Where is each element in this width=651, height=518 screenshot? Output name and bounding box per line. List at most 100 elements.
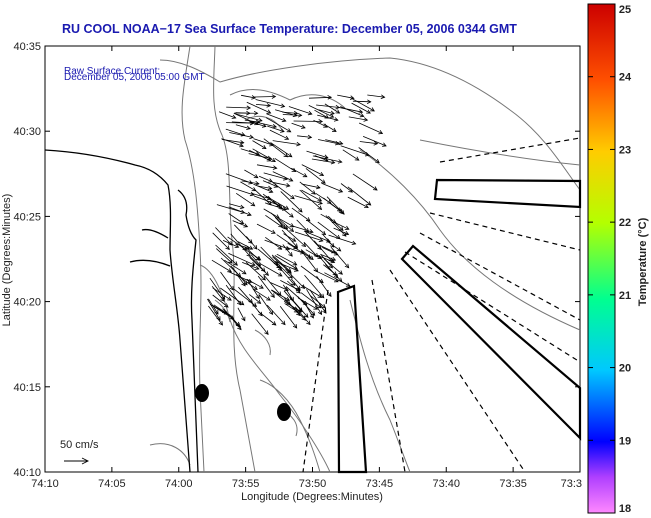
- current-vector-head: [309, 255, 314, 261]
- y-tick-label: 40:35: [13, 41, 41, 53]
- current-vector-head: [326, 199, 332, 204]
- current-vector-head: [243, 280, 248, 286]
- current-vector: [246, 279, 260, 299]
- current-vector-head: [233, 261, 238, 266]
- current-vector: [283, 290, 303, 312]
- current-vector: [245, 262, 266, 281]
- current-vector-head: [280, 128, 285, 133]
- current-vector-head: [337, 159, 343, 164]
- current-vector: [235, 124, 251, 130]
- current-vector: [244, 119, 260, 123]
- current-vector-head: [250, 202, 256, 207]
- current-vector: [224, 259, 247, 275]
- current-vector-head: [324, 114, 330, 119]
- current-vector: [207, 298, 221, 321]
- current-vector-head: [286, 128, 292, 133]
- current-vector-head: [303, 313, 309, 318]
- current-vector-head: [345, 282, 351, 287]
- current-vector-head: [256, 299, 262, 304]
- current-vector-head: [271, 229, 276, 234]
- current-vector-head: [298, 307, 303, 313]
- marker-blob-1: [195, 384, 209, 402]
- current-vector: [280, 191, 303, 213]
- surface-current-vectors: [207, 94, 387, 336]
- current-vector: [351, 102, 371, 114]
- current-vector: [274, 255, 298, 270]
- current-vector-head: [326, 238, 331, 243]
- current-vector: [291, 122, 306, 129]
- current-vector: [252, 148, 276, 162]
- current-vector: [285, 268, 305, 289]
- current-vector-head: [289, 213, 294, 218]
- current-vector: [303, 241, 318, 258]
- current-vector-head: [241, 316, 246, 322]
- current-vector-head: [266, 103, 272, 108]
- current-vector-head: [252, 302, 258, 307]
- x-tick-label: 73:45: [366, 478, 394, 490]
- current-vector-head: [366, 99, 372, 104]
- current-vector: [220, 287, 244, 306]
- current-vector: [249, 257, 269, 276]
- colorbar-ticks: 18 19 20 21 22 23 24 25: [588, 3, 632, 515]
- current-vector: [362, 136, 387, 147]
- current-vector: [280, 280, 301, 291]
- current-vector-head: [249, 134, 254, 140]
- current-vector: [240, 148, 260, 155]
- current-vector-head: [284, 287, 289, 292]
- current-vector: [340, 183, 353, 193]
- current-vector-head: [319, 171, 325, 176]
- current-vector: [301, 164, 324, 176]
- current-vector: [225, 128, 245, 136]
- current-vector-head: [281, 320, 286, 326]
- current-vector-head: [317, 205, 323, 210]
- x-tick-label: 73:55: [232, 478, 260, 490]
- current-vector-head: [283, 224, 289, 230]
- current-vector: [270, 212, 288, 230]
- current-vector: [237, 307, 246, 321]
- current-vector-head: [246, 125, 251, 130]
- x-tick-label: 73:40: [432, 478, 460, 490]
- current-vector: [257, 275, 275, 298]
- current-vector-head: [268, 310, 274, 315]
- current-vector-head: [228, 259, 233, 264]
- current-vector-head: [254, 180, 260, 186]
- current-vector-head: [243, 223, 249, 228]
- current-vector: [263, 208, 280, 219]
- current-vector-head: [245, 245, 250, 250]
- current-vector: [300, 292, 322, 309]
- current-vector-head: [296, 311, 301, 317]
- current-vector: [228, 206, 252, 216]
- current-vector: [211, 259, 232, 273]
- current-vector-head: [338, 140, 344, 146]
- current-vector-head: [366, 201, 372, 206]
- current-vector: [250, 256, 266, 272]
- current-vector: [253, 183, 273, 193]
- current-vector: [241, 94, 256, 99]
- current-vector-head: [335, 234, 341, 240]
- current-vector-head: [266, 109, 272, 114]
- current-vector-head: [267, 155, 273, 161]
- current-vector: [311, 158, 335, 164]
- current-vector: [212, 287, 232, 301]
- current-vector-head: [380, 94, 386, 99]
- current-vector-head: [329, 243, 335, 248]
- current-vector: [227, 236, 247, 251]
- current-vector: [272, 181, 295, 200]
- marker-blob-2: [277, 403, 291, 421]
- current-vector: [235, 243, 250, 249]
- current-vector-head: [258, 311, 263, 317]
- current-vector-head: [239, 204, 245, 210]
- current-vector-head: [256, 261, 261, 267]
- current-vector-head: [323, 123, 328, 128]
- current-vector-head: [248, 245, 254, 250]
- current-vector: [312, 155, 342, 163]
- current-vector-head: [291, 237, 297, 242]
- current-vector: [318, 139, 340, 145]
- current-vector-head: [298, 207, 303, 213]
- current-vector: [288, 302, 306, 321]
- current-vector: [257, 248, 281, 269]
- current-vector-head: [256, 256, 262, 261]
- current-vector-head: [307, 134, 313, 140]
- current-vector: [308, 96, 332, 99]
- current-vector: [271, 289, 290, 301]
